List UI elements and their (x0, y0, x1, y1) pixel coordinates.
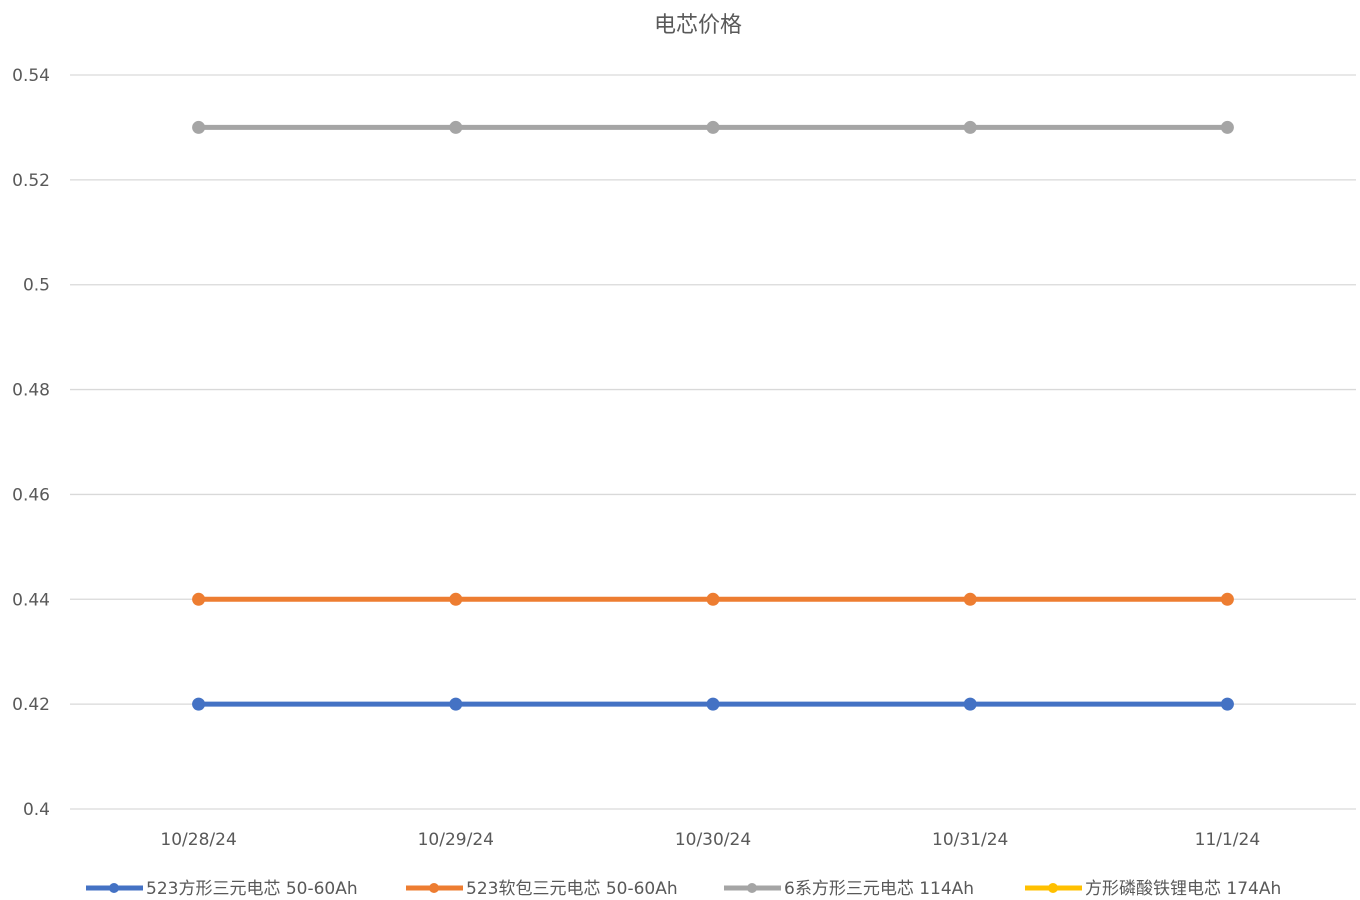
legend-marker (429, 883, 439, 893)
y-tick-label: 0.4 (23, 800, 50, 820)
data-point (1220, 697, 1234, 711)
data-point (192, 697, 206, 711)
data-point (706, 697, 720, 711)
legend-item-0: 523方形三元电芯 50-60Ah (86, 879, 358, 899)
chart-title: 电芯价格 (654, 13, 742, 38)
legend-marker (109, 883, 119, 893)
y-tick-label: 0.42 (12, 695, 50, 715)
data-point (449, 697, 463, 711)
data-point (963, 592, 977, 606)
legend-marker (747, 883, 757, 893)
legend-item-1: 523软包三元电芯 50-60Ah (406, 879, 678, 899)
y-tick-label: 0.44 (12, 590, 50, 610)
legend-item-3: 方形磷酸铁锂电芯 174Ah (1025, 879, 1281, 899)
legend-label: 523软包三元电芯 50-60Ah (466, 879, 678, 899)
data-point (963, 120, 977, 134)
y-tick-label: 0.5 (23, 276, 50, 296)
data-point (449, 592, 463, 606)
x-tick-label: 10/31/24 (932, 830, 1008, 850)
x-tick-label: 11/1/24 (1195, 830, 1261, 850)
y-tick-label: 0.46 (12, 485, 50, 505)
data-point (192, 592, 206, 606)
legend-item-2: 6系方形三元电芯 114Ah (724, 879, 974, 899)
x-axis-ticks: 10/28/24 10/29/24 10/30/24 10/31/24 11/1/24 (160, 830, 1260, 850)
legend-label: 523方形三元电芯 50-60Ah (146, 879, 358, 899)
data-point (192, 120, 206, 134)
y-tick-label: 0.54 (12, 66, 50, 86)
x-tick-label: 10/29/24 (418, 830, 494, 850)
x-tick-label: 10/30/24 (675, 830, 751, 850)
series-lines (192, 120, 1234, 711)
data-point (963, 697, 977, 711)
data-point (449, 120, 463, 134)
y-axis-ticks: 0.4 0.42 0.44 0.46 0.48 0.5 0.52 0.54 (12, 66, 50, 820)
legend-marker (1048, 883, 1058, 893)
data-point (1220, 592, 1234, 606)
data-point (706, 592, 720, 606)
y-tick-label: 0.48 (12, 381, 50, 401)
data-point (1220, 120, 1234, 134)
legend: 523方形三元电芯 50-60Ah 523软包三元电芯 50-60Ah 6系方形三元… (86, 879, 1281, 899)
data-point (706, 120, 720, 134)
legend-label: 6系方形三元电芯 114Ah (784, 879, 974, 899)
x-tick-label: 10/28/24 (160, 830, 236, 850)
legend-label: 方形磷酸铁锂电芯 174Ah (1085, 879, 1281, 899)
y-tick-label: 0.52 (12, 171, 50, 191)
